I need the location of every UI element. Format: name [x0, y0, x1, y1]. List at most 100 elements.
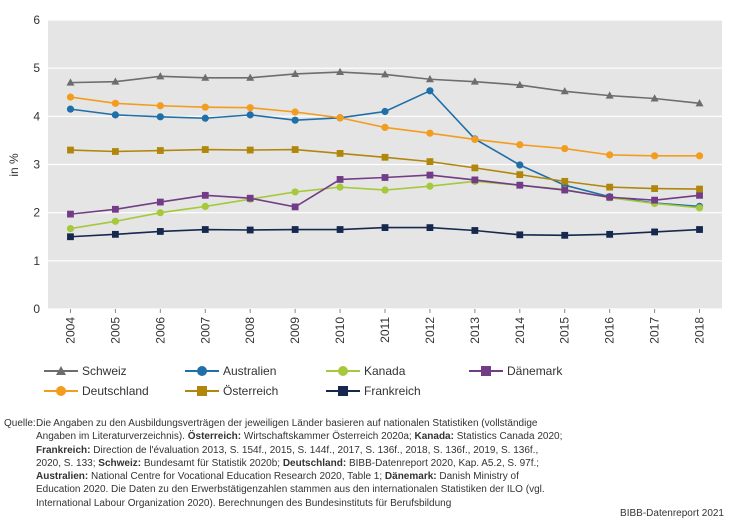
- data-point: [651, 152, 659, 160]
- y-tick-label: 0: [33, 302, 40, 316]
- data-point: [426, 171, 434, 179]
- x-tick-label: 2016: [603, 317, 617, 344]
- data-point: [201, 191, 209, 199]
- x-tick-label: 2005: [108, 317, 122, 344]
- data-point: [156, 209, 164, 217]
- data-point: [696, 185, 703, 193]
- data-point: [336, 183, 344, 191]
- data-point: [650, 94, 659, 102]
- x-tick-label: 2013: [468, 317, 482, 344]
- data-point: [111, 99, 119, 107]
- data-point: [426, 129, 434, 137]
- x-tick-label: 2007: [198, 317, 212, 344]
- data-point: [66, 105, 75, 113]
- data-point: [246, 146, 254, 154]
- data-point: [381, 107, 389, 116]
- data-point: [112, 148, 119, 155]
- data-point: [516, 231, 524, 239]
- series-schweiz: [66, 67, 704, 107]
- data-point: [561, 186, 569, 194]
- data-point: [156, 102, 164, 110]
- line-chart: 0 1 2 3 4 5 6 2004 2005 2006 2007 2008 2009 2010 2011…: [7, 13, 722, 344]
- data-point: [516, 161, 524, 169]
- data-point: [112, 205, 119, 213]
- data-point: [696, 226, 703, 233]
- x-tick-label: 2004: [63, 317, 77, 344]
- data-point: [291, 203, 299, 211]
- data-point: [606, 193, 614, 201]
- source-note: Quelle: Die Angaben zu den Ausbildungsve…: [4, 417, 564, 510]
- data-point: [381, 174, 389, 181]
- data-point: [651, 185, 658, 192]
- y-axis-label: in %: [7, 153, 21, 177]
- data-point: [201, 103, 209, 111]
- data-point: [156, 72, 165, 80]
- data-point: [471, 176, 479, 184]
- data-point: [381, 70, 389, 78]
- data-point: [336, 226, 344, 233]
- data-point: [246, 111, 254, 119]
- data-point: [291, 188, 299, 196]
- data-point: [336, 114, 344, 122]
- data-point: [471, 164, 479, 172]
- data-point: [426, 182, 434, 190]
- data-point: [471, 135, 479, 144]
- x-tick-label: 2011: [378, 317, 392, 343]
- data-point: [695, 204, 704, 212]
- data-point: [201, 146, 209, 153]
- data-point: [516, 181, 524, 189]
- x-tick-label: 2018: [693, 317, 707, 344]
- data-point: [67, 233, 74, 241]
- data-point: [381, 153, 389, 161]
- data-point: [560, 87, 569, 95]
- data-point: [156, 113, 164, 121]
- data-point: [66, 93, 75, 101]
- data-point: [651, 196, 658, 204]
- data-point: [111, 77, 120, 85]
- data-point: [695, 152, 704, 160]
- data-point: [66, 224, 75, 233]
- data-point: [67, 146, 74, 154]
- data-point: [515, 80, 524, 89]
- y-tick-label: 6: [33, 13, 40, 27]
- data-point: [606, 151, 614, 159]
- data-point: [336, 67, 345, 76]
- data-point: [111, 111, 119, 119]
- x-tick-label: 2014: [513, 317, 527, 344]
- data-point: [606, 230, 614, 238]
- y-tick-label: 4: [33, 109, 40, 123]
- x-tick-label: 2009: [288, 317, 302, 344]
- data-point: [696, 191, 703, 199]
- data-point: [201, 73, 210, 81]
- data-point: [201, 226, 209, 233]
- data-point: [561, 231, 569, 239]
- x-tick-label: 2008: [243, 317, 257, 344]
- data-point: [291, 108, 299, 116]
- data-point: [471, 227, 479, 234]
- x-tick-label: 2012: [423, 317, 437, 344]
- data-point: [246, 226, 254, 234]
- data-point: [246, 194, 254, 202]
- x-tick-label: 2006: [153, 317, 167, 344]
- x-tick-label: 2010: [333, 317, 347, 344]
- data-point: [516, 141, 524, 149]
- data-point: [426, 87, 434, 95]
- source-prefix: Quelle:: [4, 418, 36, 429]
- x-tick-label: 2015: [558, 317, 572, 344]
- data-point: [516, 171, 524, 179]
- data-point: [201, 202, 209, 211]
- data-point: [381, 123, 389, 132]
- y-tick-label: 1: [33, 254, 40, 268]
- data-point: [695, 99, 704, 107]
- data-point: [246, 73, 255, 81]
- x-tick-label: 2017: [648, 317, 662, 344]
- data-point: [156, 198, 164, 206]
- data-point: [426, 224, 434, 231]
- data-point: [561, 145, 569, 153]
- series-deutschland: [66, 93, 704, 160]
- data-point: [426, 158, 434, 166]
- data-point: [291, 226, 299, 233]
- data-point: [336, 176, 344, 183]
- data-point: [156, 228, 164, 235]
- data-point: [291, 116, 299, 124]
